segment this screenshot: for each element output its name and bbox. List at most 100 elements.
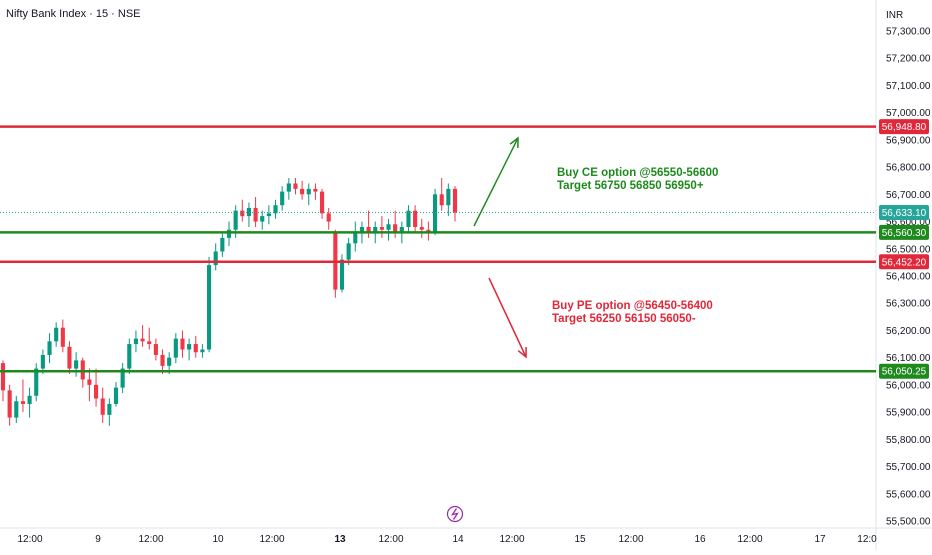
level-price-label-bg xyxy=(879,363,929,379)
candle-body xyxy=(74,360,79,369)
candle-body xyxy=(293,183,298,189)
level-price-label: 56,560.30 xyxy=(882,228,927,239)
buy-ce-arrow xyxy=(473,137,519,227)
x-tick-label: 13 xyxy=(334,534,346,545)
lightning-icon xyxy=(451,508,459,520)
candle-body xyxy=(140,338,145,342)
y-tick-label: 56,600.00 xyxy=(886,217,931,228)
candle-body xyxy=(27,395,32,404)
candle-body xyxy=(60,327,65,347)
candle-body xyxy=(406,210,411,227)
candle-body xyxy=(127,344,132,369)
x-tick-label: 12:00 xyxy=(737,534,762,545)
y-tick-label: 56,700.00 xyxy=(886,190,931,201)
candle-body xyxy=(432,194,438,233)
candle-body xyxy=(193,344,198,353)
candle-body xyxy=(80,360,85,380)
candle-body xyxy=(359,227,365,233)
annotation-text: Target 56250 56150 56050- xyxy=(552,313,696,325)
candle-body xyxy=(452,188,458,213)
x-tick-label: 15 xyxy=(574,534,586,545)
candle-body xyxy=(120,368,125,388)
candle-body xyxy=(93,384,99,399)
candle-body xyxy=(14,401,19,418)
symbol-title: Nifty Bank Index · 15 · NSE xyxy=(6,8,141,20)
candle-body xyxy=(446,188,451,206)
y-tick-label: 57,000.00 xyxy=(886,108,931,119)
candle-body xyxy=(379,227,384,230)
candle-body xyxy=(107,403,112,415)
y-tick-label: 55,600.00 xyxy=(886,489,931,500)
y-tick-label: 56,200.00 xyxy=(886,326,931,337)
last-price-label-bg xyxy=(879,205,929,221)
y-tick-label: 55,700.00 xyxy=(886,462,931,473)
y-tick-label: 57,200.00 xyxy=(886,54,931,65)
candle-body xyxy=(54,327,59,342)
y-tick-label: 57,300.00 xyxy=(886,27,931,38)
candle-body xyxy=(373,227,378,233)
y-tick-label: 57,100.00 xyxy=(886,81,931,92)
candle-body xyxy=(87,379,92,385)
candle-body xyxy=(313,188,318,192)
candle-body xyxy=(246,207,252,217)
candle-body xyxy=(300,188,305,195)
candle-body xyxy=(280,191,285,206)
candle-body xyxy=(20,401,26,404)
candle-body xyxy=(40,354,45,369)
y-tick-label: 56,400.00 xyxy=(886,272,931,283)
candle-body xyxy=(339,259,345,290)
x-tick-label: 12:00 xyxy=(499,534,524,545)
candle-body xyxy=(286,183,291,192)
candle-body xyxy=(260,216,265,222)
x-tick-label: 12:0 xyxy=(857,534,877,545)
candle-body xyxy=(113,387,119,404)
y-tick-label: 55,500.00 xyxy=(886,517,931,528)
level-price-label-bg xyxy=(879,119,929,135)
candle-body xyxy=(233,210,238,230)
buy-pe-arrow-head xyxy=(517,346,527,359)
candle-body xyxy=(399,227,404,233)
annotation-text: Buy CE option @56550-56600 xyxy=(557,167,718,179)
candle-body xyxy=(253,207,258,222)
level-price-label: 56,452.20 xyxy=(882,257,927,268)
y-tick-label: 56,500.00 xyxy=(886,244,931,255)
candle-body xyxy=(386,224,391,230)
candle-body xyxy=(200,349,205,353)
candle-body xyxy=(47,341,52,355)
level-price-label: 56,948.80 xyxy=(882,122,927,133)
annotation-text: Target 56750 56850 56950+ xyxy=(557,180,704,192)
x-tick-label: 17 xyxy=(814,534,826,545)
buy-ce-arrow-head xyxy=(509,136,519,149)
y-tick-label: 55,800.00 xyxy=(886,435,931,446)
x-tick-label: 9 xyxy=(95,534,101,545)
candle-body xyxy=(266,213,271,217)
candle-body xyxy=(426,229,431,233)
x-tick-label: 12:00 xyxy=(17,534,42,545)
candle-body xyxy=(67,346,72,369)
candle-body xyxy=(439,194,444,206)
candle-body xyxy=(100,398,105,415)
candle-body xyxy=(147,341,152,345)
y-tick-label: 56,900.00 xyxy=(886,135,931,146)
candle-body xyxy=(206,265,212,350)
candle-body xyxy=(393,224,398,233)
annotation-text: Buy PE option @56450-56400 xyxy=(552,300,713,312)
level-price-label-bg xyxy=(879,224,929,240)
x-tick-label: 12:00 xyxy=(259,534,284,545)
candle-body xyxy=(7,390,12,418)
candle-body xyxy=(213,251,218,266)
currency-label: INR xyxy=(886,10,904,21)
y-tick-label: 55,900.00 xyxy=(886,408,931,419)
candle-body xyxy=(353,232,358,244)
candle-body xyxy=(220,237,225,252)
candle-body xyxy=(273,205,278,214)
x-tick-label: 12:00 xyxy=(378,534,403,545)
y-tick-label: 56,300.00 xyxy=(886,299,931,310)
y-tick-label: 56,000.00 xyxy=(886,380,931,391)
candle-body xyxy=(167,357,172,366)
y-tick-label: 56,100.00 xyxy=(886,353,931,364)
candle-body xyxy=(346,243,351,260)
candle-body xyxy=(133,338,139,345)
